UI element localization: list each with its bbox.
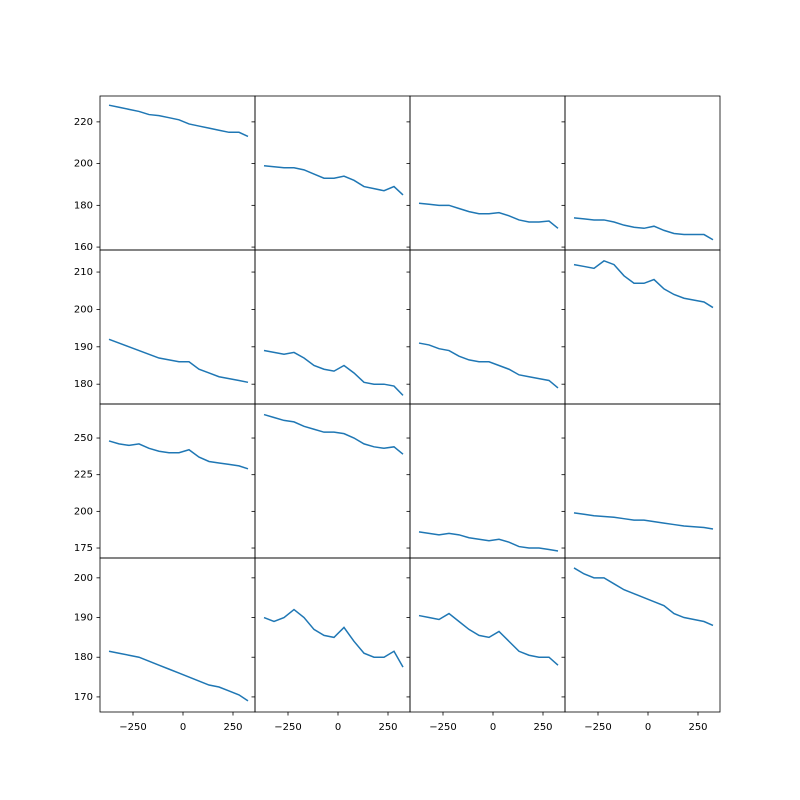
data-line [108, 104, 249, 138]
axes-frame [564, 249, 721, 405]
data-line [108, 440, 249, 470]
data-line [263, 164, 404, 196]
data-line [108, 338, 249, 384]
x-tick-label: 250 [533, 722, 552, 733]
axes-frame [564, 95, 721, 251]
y-tick-label: 250 [74, 433, 93, 444]
data-line [108, 650, 249, 702]
axes-frame [409, 557, 566, 713]
axes-frame [99, 249, 256, 405]
data-line [263, 413, 404, 455]
y-tick-label: 200 [74, 159, 93, 170]
data-line [418, 202, 559, 229]
y-tick-label: 180 [74, 379, 93, 390]
data-line [418, 612, 559, 666]
axes-frame [409, 403, 566, 559]
x-tick-label: −250 [584, 722, 611, 733]
x-tick-label: −250 [429, 722, 456, 733]
axes-frame [409, 95, 566, 251]
y-tick-label: 170 [74, 692, 93, 703]
axes-frame [254, 403, 411, 559]
y-tick-label: 200 [74, 304, 93, 315]
data-line [573, 512, 714, 530]
x-tick-label: 250 [688, 722, 707, 733]
y-tick-label: 210 [74, 267, 93, 278]
data-line [418, 531, 559, 552]
axes-frame [99, 557, 256, 713]
y-tick-label: 190 [74, 613, 93, 624]
x-tick-label: 0 [180, 722, 186, 733]
data-line [573, 217, 714, 241]
y-tick-label: 180 [74, 652, 93, 663]
x-tick-label: 250 [223, 722, 242, 733]
axes-frame [99, 403, 256, 559]
axes-frame [564, 403, 721, 559]
x-tick-label: 0 [335, 722, 341, 733]
y-tick-label: 180 [74, 200, 93, 211]
x-tick-label: 250 [378, 722, 397, 733]
x-tick-label: −250 [274, 722, 301, 733]
y-tick-label: 200 [74, 573, 93, 584]
x-tick-label: 0 [490, 722, 496, 733]
data-line [573, 259, 714, 309]
y-tick-label: 225 [74, 470, 93, 481]
axes-frame [254, 249, 411, 405]
axes-frame [254, 557, 411, 713]
x-tick-label: 0 [645, 722, 651, 733]
x-tick-label: −250 [119, 722, 146, 733]
axes-frame [254, 95, 411, 251]
axes-frame [564, 557, 721, 713]
y-tick-label: 160 [74, 242, 93, 253]
y-tick-label: 200 [74, 506, 93, 517]
data-line [418, 342, 559, 389]
data-line [573, 567, 714, 627]
axes-frame [409, 249, 566, 405]
y-tick-label: 190 [74, 342, 93, 353]
data-line [263, 349, 404, 396]
y-tick-label: 220 [74, 117, 93, 128]
data-line [263, 608, 404, 668]
y-tick-label: 175 [74, 543, 93, 554]
